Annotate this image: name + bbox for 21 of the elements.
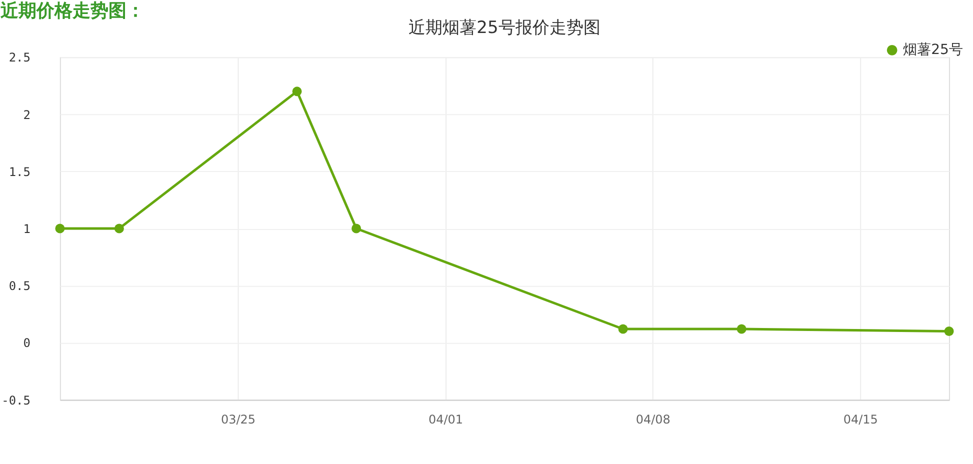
- point: [944, 326, 954, 336]
- y-tick-label: 2.5: [8, 50, 30, 65]
- point: [55, 224, 65, 234]
- y-tick-label: -0.5: [2, 393, 30, 408]
- legend-label: 烟薯25号: [903, 42, 963, 58]
- point: [292, 86, 302, 96]
- text: 近期价格走势图：: [0, 0, 145, 21]
- y-tick-label: 0: [23, 336, 30, 350]
- point: [114, 224, 124, 234]
- point: [352, 224, 362, 234]
- point: [736, 324, 746, 334]
- chart-title: 近期烟薯25号报价走势图: [408, 18, 600, 38]
- x-tick-label: 04/01: [428, 412, 463, 426]
- x-tick-label: 04/15: [843, 412, 878, 426]
- y-tick-label: 1.5: [8, 164, 30, 179]
- y-tick-label: 1: [23, 222, 30, 236]
- y-tick-label: 0.5: [8, 279, 30, 294]
- x-tick-label: 03/25: [221, 412, 256, 426]
- point: [618, 324, 628, 334]
- y-tick-label: 2: [23, 108, 30, 122]
- x-tick-label: 04/08: [636, 412, 670, 426]
